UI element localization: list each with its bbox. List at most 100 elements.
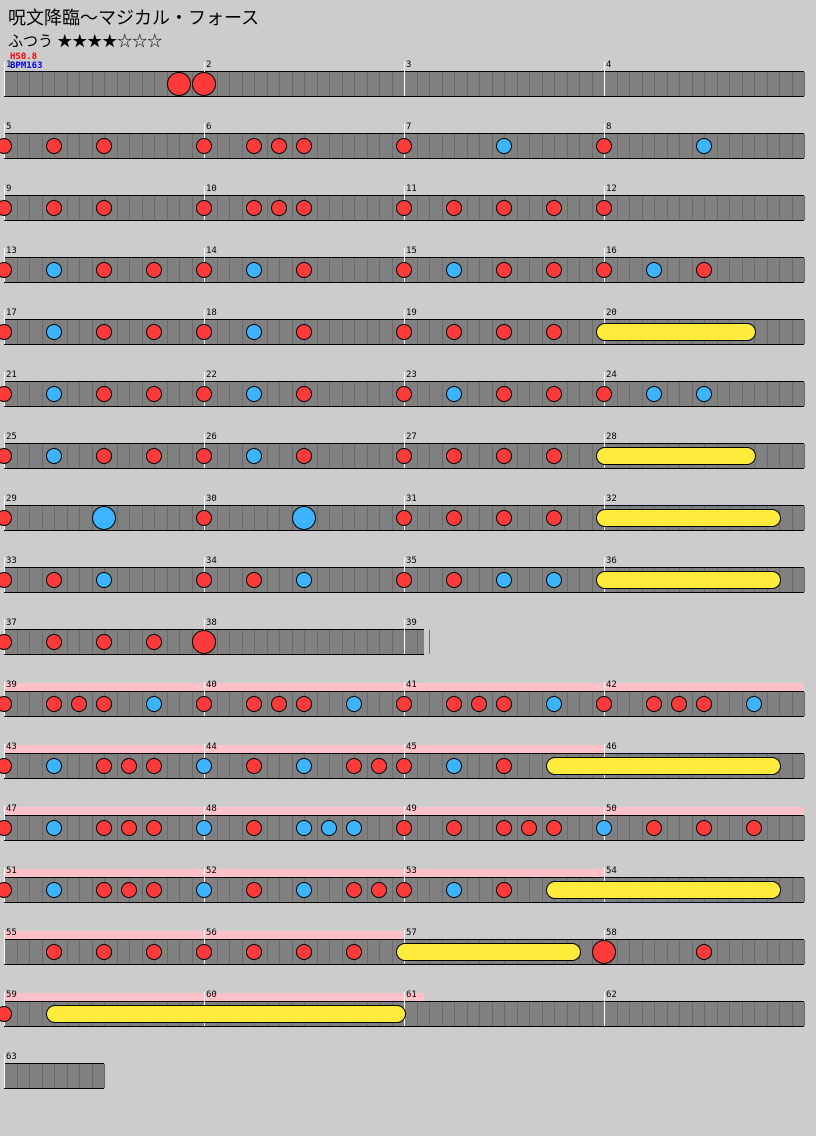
don-note [696, 262, 712, 278]
don-note [546, 448, 562, 464]
don-note [446, 696, 462, 712]
don-note [496, 820, 512, 836]
kat-note [296, 882, 312, 898]
don-note [346, 882, 362, 898]
don-note [146, 882, 162, 898]
don-note [121, 758, 137, 774]
roll [396, 943, 581, 961]
kat-note [446, 262, 462, 278]
kat-note [196, 758, 212, 774]
don-note [546, 324, 562, 340]
kat-note [246, 262, 262, 278]
don-note [146, 758, 162, 774]
don-note [296, 200, 312, 216]
kat-note [196, 882, 212, 898]
don-note [271, 696, 287, 712]
lane: 1234 [4, 71, 804, 97]
don-note [46, 634, 62, 650]
lane: 5678 [4, 133, 804, 159]
kat-note [296, 758, 312, 774]
kat-note [346, 696, 362, 712]
don-note [592, 940, 616, 964]
don-note [96, 758, 112, 774]
don-note [496, 262, 512, 278]
lane: 51525354 [4, 877, 804, 903]
don-note [46, 200, 62, 216]
lane: 9101112 [4, 195, 804, 221]
don-note [446, 200, 462, 216]
lane: 21222324 [4, 381, 804, 407]
don-note [146, 634, 162, 650]
don-note [496, 696, 512, 712]
don-note [396, 572, 412, 588]
don-note [192, 72, 216, 96]
don-note [696, 696, 712, 712]
lane: 29303132 [4, 505, 804, 531]
roll [46, 1005, 406, 1023]
don-note [146, 448, 162, 464]
chart: 1234 5678 9101112 13141516 17181920 21222324 2… [0, 71, 816, 1089]
don-note [121, 882, 137, 898]
lane: 13141516 [4, 257, 804, 283]
don-note [196, 386, 212, 402]
don-note [46, 696, 62, 712]
don-note [396, 200, 412, 216]
don-note [246, 758, 262, 774]
don-note [96, 820, 112, 836]
don-note [246, 200, 262, 216]
don-note [196, 944, 212, 960]
kat-note [296, 572, 312, 588]
don-note [546, 820, 562, 836]
kat-note [746, 696, 762, 712]
don-note [371, 882, 387, 898]
don-note [96, 944, 112, 960]
don-note [167, 72, 191, 96]
don-note [146, 820, 162, 836]
don-note [596, 200, 612, 216]
kat-note [321, 820, 337, 836]
lane: 25262728 [4, 443, 804, 469]
kat-note [46, 448, 62, 464]
kat-note [596, 820, 612, 836]
don-note [121, 820, 137, 836]
don-note [271, 200, 287, 216]
kat-note [46, 324, 62, 340]
don-note [246, 882, 262, 898]
lane: 63 [4, 1063, 104, 1089]
lane: 55565758 [4, 939, 804, 965]
lane: 33343536 [4, 567, 804, 593]
don-note [196, 572, 212, 588]
lane: 373839 [4, 629, 424, 655]
don-note [596, 138, 612, 154]
don-note [546, 262, 562, 278]
don-note [446, 324, 462, 340]
don-note [496, 200, 512, 216]
don-note [271, 138, 287, 154]
don-note [546, 386, 562, 402]
don-note [396, 758, 412, 774]
don-note [192, 630, 216, 654]
don-note [396, 262, 412, 278]
don-note [396, 138, 412, 154]
don-note [196, 448, 212, 464]
roll [596, 571, 781, 589]
song-title: 呪文降臨～マジカル・フォース [8, 4, 808, 30]
don-note [146, 944, 162, 960]
don-note [296, 448, 312, 464]
don-note [496, 448, 512, 464]
don-note [96, 882, 112, 898]
kat-note [546, 572, 562, 588]
don-note [96, 448, 112, 464]
don-note [96, 324, 112, 340]
lane: 17181920 [4, 319, 804, 345]
don-note [396, 820, 412, 836]
don-note [596, 262, 612, 278]
don-note [46, 944, 62, 960]
kat-note [46, 882, 62, 898]
don-note [196, 138, 212, 154]
don-note [96, 696, 112, 712]
kat-note [46, 820, 62, 836]
don-note [396, 696, 412, 712]
kat-note [46, 262, 62, 278]
kat-note [296, 820, 312, 836]
